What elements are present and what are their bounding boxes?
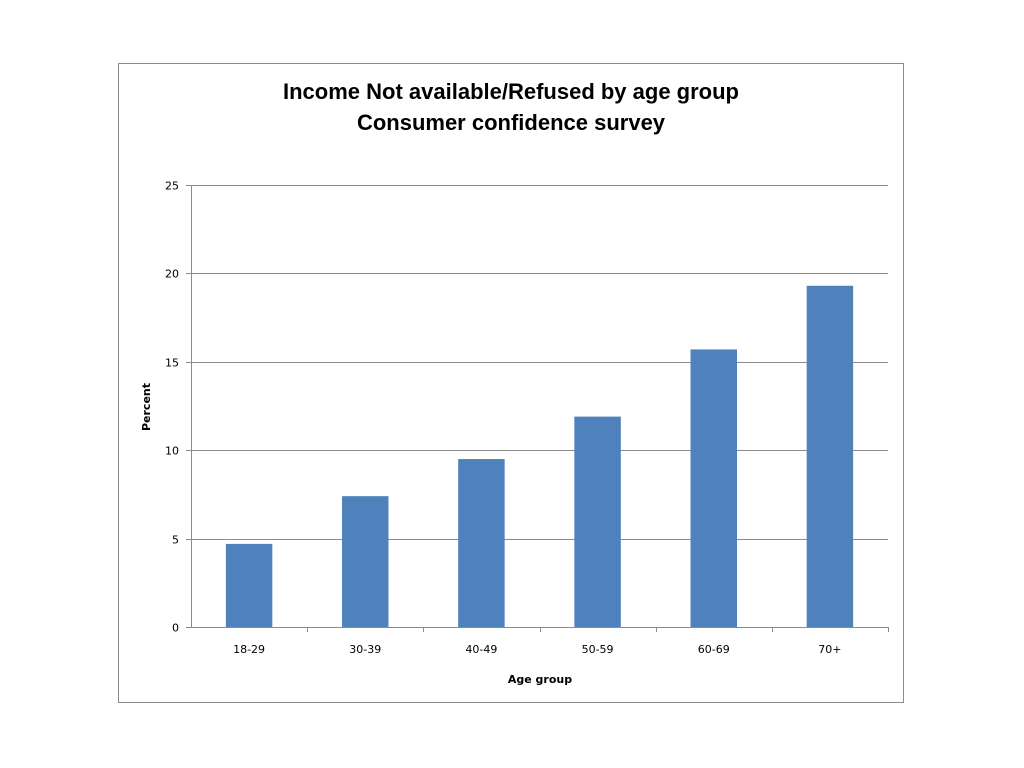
chart-title-line-1: Income Not available/Refused by age grou…	[283, 79, 739, 104]
tick-labels: 0 5 10 15 20 25 18-29 30-39 40-49 50-59 60-69 70+	[165, 180, 842, 657]
bar	[806, 285, 854, 627]
x-tick-label: 70+	[818, 643, 841, 656]
x-tick-label: 60-69	[698, 643, 730, 656]
bar	[574, 416, 621, 627]
y-axis-title: Percent	[140, 383, 153, 431]
y-tick-label: 15	[165, 357, 179, 370]
axes	[186, 185, 889, 632]
x-tick-label: 50-59	[582, 643, 614, 656]
y-tick-label: 20	[165, 268, 179, 281]
y-tick-label: 10	[165, 445, 179, 458]
x-tick-label: 18-29	[233, 643, 265, 656]
gridlines	[191, 185, 888, 540]
chart-title-line-2: Consumer confidence survey	[357, 110, 666, 135]
y-tick-label: 0	[172, 622, 179, 635]
bar	[690, 349, 737, 627]
bar	[225, 543, 273, 627]
x-tick-label: 30-39	[349, 643, 381, 656]
bar	[458, 459, 505, 627]
bar	[342, 496, 389, 627]
y-tick-label: 25	[165, 180, 179, 193]
y-tick-label: 5	[172, 534, 179, 547]
x-axis-title: Age group	[508, 673, 572, 686]
x-tick-label: 40-49	[465, 643, 497, 656]
bars	[225, 285, 854, 627]
